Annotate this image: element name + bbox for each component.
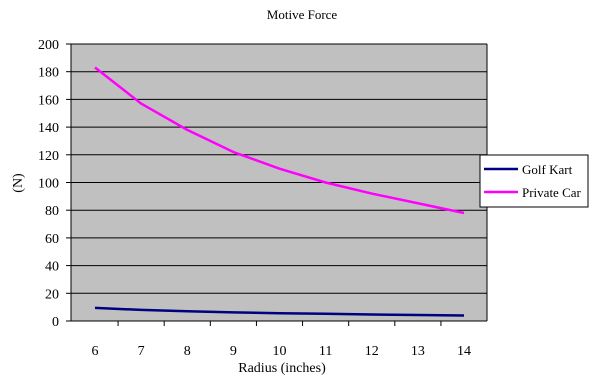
- x-tick-label-12: 12: [365, 344, 379, 359]
- y-axis-label: (N): [11, 173, 26, 193]
- y-tick-label-140: 140: [38, 121, 59, 136]
- y-tick-label-180: 180: [38, 66, 59, 81]
- x-tick-labels: 6 7 8 9 10 11 12 13 14: [92, 321, 471, 359]
- x-tick-label-7: 7: [138, 344, 145, 359]
- x-tick-label-8: 8: [184, 344, 191, 359]
- y-tick-label-80: 80: [45, 204, 59, 219]
- y-tick-label-20: 20: [45, 287, 59, 302]
- x-tick-label-9: 9: [230, 344, 237, 359]
- y-tick-labels: 0 20 40 60 80 100 120 140 160 180 200: [38, 38, 71, 330]
- y-tick-label-40: 40: [45, 260, 59, 275]
- x-axis-label: Radius (inches): [238, 361, 326, 376]
- x-tick-label-13: 13: [411, 344, 425, 359]
- y-tick-label-60: 60: [45, 232, 59, 247]
- legend-box: [479, 154, 589, 208]
- chart-title: Motive Force: [267, 7, 338, 22]
- x-tick-label-10: 10: [273, 344, 287, 359]
- x-tick-label-6: 6: [92, 344, 99, 359]
- legend-label-private-car: Private Car: [522, 185, 582, 200]
- legend: Golf Kart Private Car: [479, 154, 589, 208]
- x-tick-label-11: 11: [319, 344, 332, 359]
- y-tick-label-200: 200: [38, 38, 59, 53]
- y-tick-label-100: 100: [38, 177, 59, 192]
- y-tick-label-0: 0: [52, 315, 59, 330]
- x-tick-label-14: 14: [457, 344, 471, 359]
- legend-label-golf-kart: Golf Kart: [522, 162, 573, 177]
- y-tick-label-160: 160: [38, 93, 59, 108]
- series-lines: [94, 66, 465, 317]
- y-tick-label-120: 120: [38, 149, 59, 164]
